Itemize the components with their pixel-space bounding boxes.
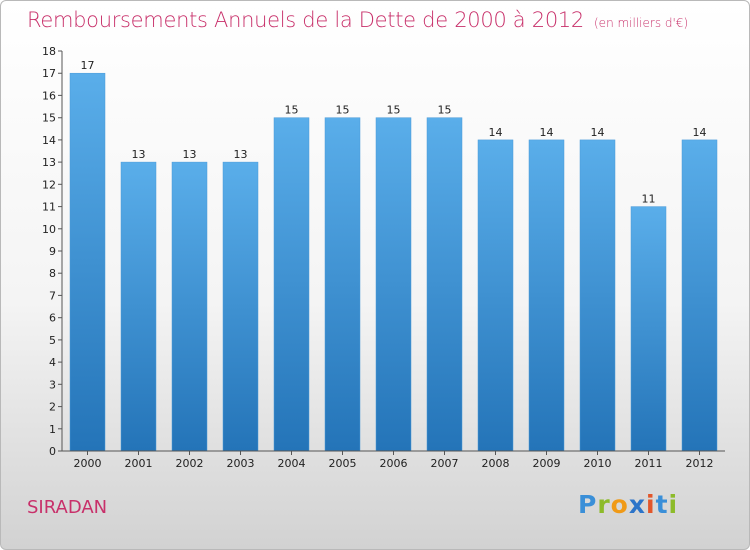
y-tick-label-17: 17 <box>42 67 56 80</box>
data-label-2012: 14 <box>693 126 707 139</box>
y-tick-label-7: 7 <box>49 289 56 302</box>
y-tick-label-15: 15 <box>42 112 56 125</box>
bar-2003 <box>222 161 259 452</box>
chart-title-text: Remboursements Annuels de la Dette de 20… <box>27 8 584 32</box>
bar-2001 <box>120 161 157 452</box>
data-label-2011: 11 <box>642 193 656 206</box>
y-tick-label-8: 8 <box>49 267 56 280</box>
y-tick-label-14: 14 <box>42 134 56 147</box>
y-tick-label-6: 6 <box>49 312 56 325</box>
axes-group: 2000 2001 2002 2003 2004 2005 2006 2007 2008 2009… <box>42 45 725 470</box>
logo-letter-x: x <box>628 490 646 519</box>
y-tick-label-5: 5 <box>49 334 56 347</box>
logo-letter-r: r <box>597 490 611 519</box>
logo-letter-i: i <box>646 490 656 519</box>
x-tick-label-2010: 2010 <box>584 457 612 470</box>
chart-subtitle: (en milliers d'€) <box>594 16 689 30</box>
y-tick-label-0: 0 <box>49 445 56 458</box>
y-tick-label-18: 18 <box>42 45 56 58</box>
bar-2008 <box>477 139 514 452</box>
x-tick-label-2004: 2004 <box>278 457 306 470</box>
x-tick-label-2005: 2005 <box>329 457 357 470</box>
x-tick-label-2000: 2000 <box>74 457 102 470</box>
bar-2011 <box>630 206 667 452</box>
place-name: SIRADAN <box>27 497 108 518</box>
data-label-2008: 14 <box>489 126 503 139</box>
x-tick-label-2011: 2011 <box>635 457 663 470</box>
y-tick-label-11: 11 <box>42 201 56 214</box>
logo-letter-i-2: i <box>668 490 679 519</box>
y-tick-label-9: 9 <box>49 245 56 258</box>
bar-2010 <box>579 139 616 452</box>
bar-2009 <box>528 139 565 452</box>
x-tick-label-2008: 2008 <box>482 457 510 470</box>
x-tick-label-2006: 2006 <box>380 457 408 470</box>
x-tick-label-2002: 2002 <box>176 457 204 470</box>
data-label-2001: 13 <box>132 148 146 161</box>
y-tick-label-1: 1 <box>49 423 56 436</box>
bar-2000 <box>69 72 106 452</box>
data-label-2010: 14 <box>591 126 605 139</box>
bar-2007 <box>426 117 463 452</box>
chart-title: Remboursements Annuels de la Dette de 20… <box>27 8 688 32</box>
x-tick-label-2001: 2001 <box>125 457 153 470</box>
data-label-2000: 17 <box>81 59 95 72</box>
data-label-2004: 15 <box>285 104 299 117</box>
y-tick-label-16: 16 <box>42 89 56 102</box>
y-tick-label-2: 2 <box>49 401 56 414</box>
x-tick-label-2007: 2007 <box>431 457 459 470</box>
y-tick-label-12: 12 <box>42 178 56 191</box>
x-tick-label-2012: 2012 <box>686 457 714 470</box>
data-label-2006: 15 <box>387 104 401 117</box>
bar-2012 <box>681 139 718 452</box>
data-label-2007: 15 <box>438 104 452 117</box>
data-label-2009: 14 <box>540 126 554 139</box>
bar-2004 <box>273 117 310 452</box>
logo-letter-p: P <box>578 490 598 519</box>
data-label-2003: 13 <box>234 148 248 161</box>
x-tick-label-2009: 2009 <box>533 457 561 470</box>
logo-letter-t: t <box>655 490 669 519</box>
y-tick-label-4: 4 <box>49 356 56 369</box>
bar-2002 <box>171 161 208 452</box>
logo-letter-o: o <box>610 490 629 519</box>
y-tick-label-3: 3 <box>49 378 56 391</box>
y-tick-label-13: 13 <box>42 156 56 169</box>
data-label-2005: 15 <box>336 104 350 117</box>
x-tick-label-2003: 2003 <box>227 457 255 470</box>
bar-2006 <box>375 117 412 452</box>
bar-2005 <box>324 117 361 452</box>
data-label-2002: 13 <box>183 148 197 161</box>
proxiti-logo[interactable]: Proxiti <box>578 490 678 519</box>
y-tick-label-10: 10 <box>42 223 56 236</box>
bars-group: 17 13 13 13 15 15 15 15 14 14 14 11 14 <box>69 59 718 452</box>
